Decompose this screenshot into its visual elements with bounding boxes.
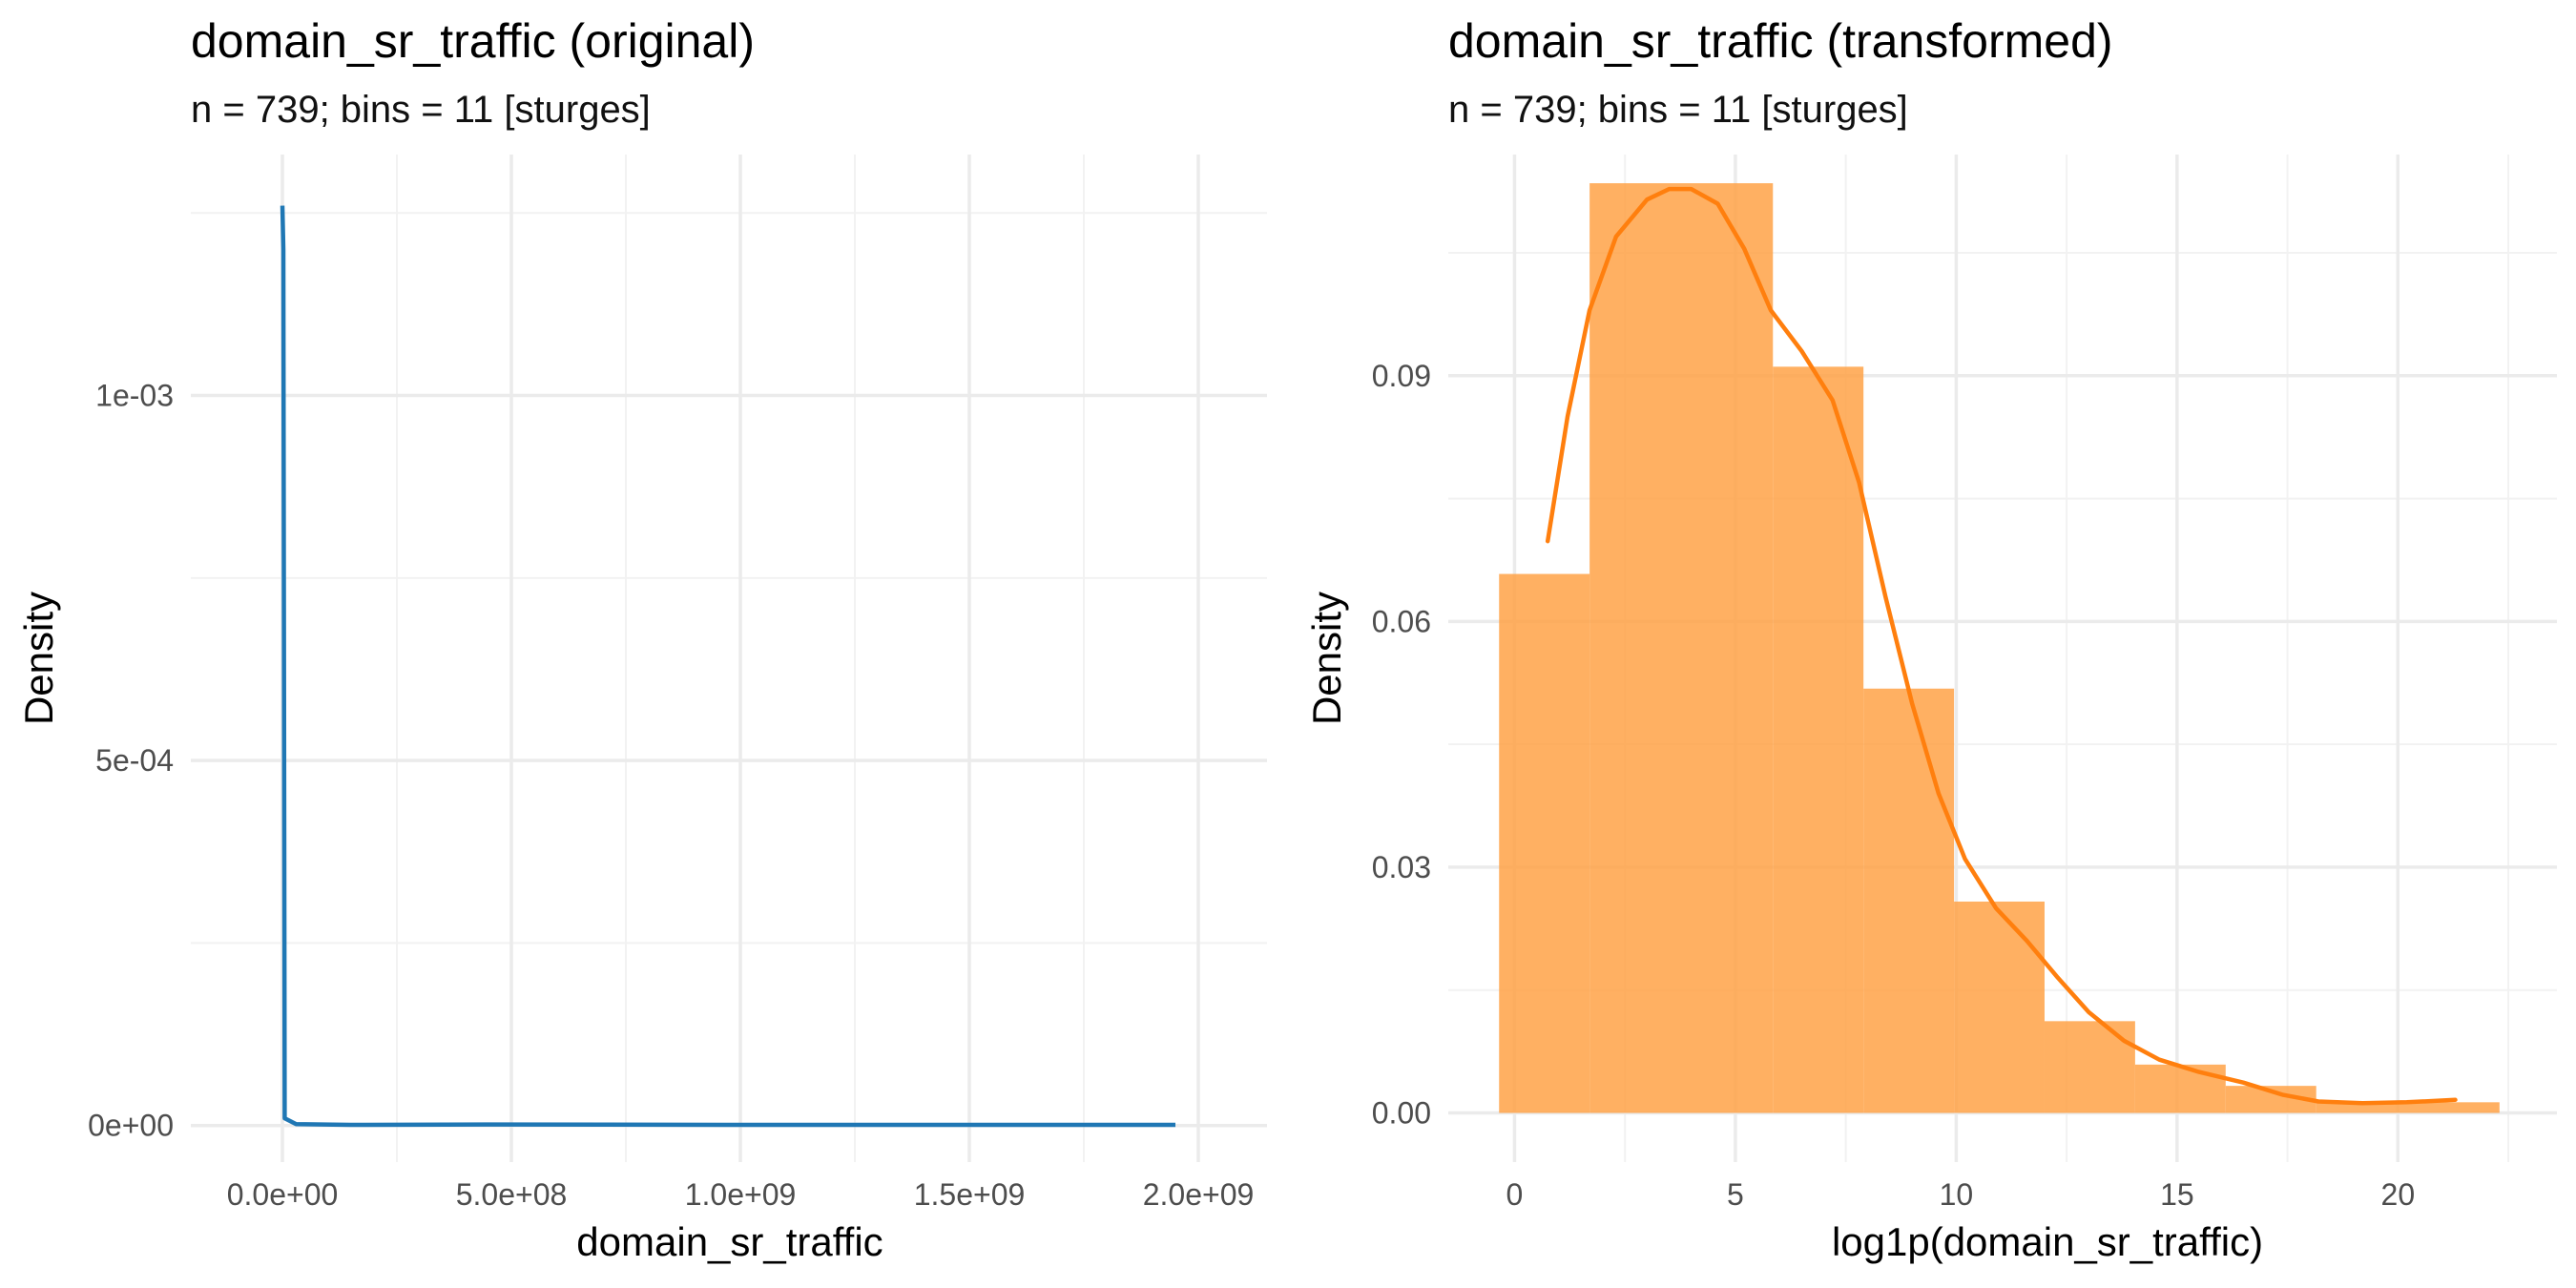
histogram-bar	[2316, 1102, 2500, 1113]
x-tick-label: 0	[1506, 1177, 1524, 1212]
data-marks	[1499, 183, 2500, 1113]
y-tick-label: 0.09	[1372, 359, 1431, 393]
density-curve	[1545, 186, 2458, 1106]
y-tick-labels: 0e+00 5e-04 1e-03	[88, 379, 174, 1143]
x-tick-label: 20	[2381, 1177, 2416, 1212]
histogram-bar	[2044, 1021, 2135, 1113]
x-tick-label: 2.0e+09	[1143, 1177, 1255, 1212]
y-tick-label: 0.00	[1372, 1095, 1431, 1130]
x-tick-label: 1.0e+09	[685, 1177, 797, 1212]
x-axis-title: domain_sr_traffic	[576, 1219, 883, 1264]
y-tick-label: 0e+00	[88, 1109, 174, 1143]
x-tick-label: 5	[1727, 1177, 1744, 1212]
y-tick-label: 5e-04	[95, 743, 174, 778]
data-marks	[280, 205, 1175, 1128]
x-tick-label: 1.5e+09	[914, 1177, 1026, 1212]
panel-subtitle: n = 739; bins = 11 [sturges]	[191, 89, 651, 131]
density-line	[280, 205, 1175, 1128]
histogram-bar	[1954, 901, 2045, 1113]
y-tick-labels: 0.00 0.03 0.06 0.09	[1372, 359, 1431, 1131]
x-tick-label: 10	[1940, 1177, 1974, 1212]
histogram-bar	[1589, 183, 1774, 1113]
gridlines	[191, 155, 1267, 1162]
panel-original: domain_sr_traffic (original) n = 739; bi…	[16, 14, 1267, 1264]
histogram-bar	[2134, 1064, 2226, 1113]
x-tick-labels: 0.0e+00 5.0e+08 1.0e+09 1.5e+09 2.0e+09	[227, 1177, 1255, 1212]
x-tick-label: 15	[2160, 1177, 2194, 1212]
panel-title: domain_sr_traffic (original)	[191, 14, 755, 68]
x-tick-label: 0.0e+00	[227, 1177, 339, 1212]
y-tick-label: 0.03	[1372, 850, 1431, 884]
y-axis-title: Density	[16, 592, 61, 725]
y-tick-label: 1e-03	[95, 379, 174, 413]
panel-title: domain_sr_traffic (transformed)	[1448, 14, 2113, 68]
histogram-bar	[1773, 366, 1864, 1113]
y-tick-label: 0.06	[1372, 604, 1431, 638]
histogram-bar	[1499, 573, 1590, 1113]
y-axis-title: Density	[1304, 592, 1349, 725]
histogram-bar	[1863, 688, 1955, 1113]
x-tick-label: 5.0e+08	[456, 1177, 568, 1212]
panel-subtitle: n = 739; bins = 11 [sturges]	[1448, 89, 1908, 131]
x-axis-title: log1p(domain_sr_traffic)	[1832, 1219, 2263, 1264]
x-tick-labels: 0 5 10 15 20	[1506, 1177, 2416, 1212]
panel-transformed: domain_sr_traffic (transformed) n = 739;…	[1304, 14, 2557, 1264]
